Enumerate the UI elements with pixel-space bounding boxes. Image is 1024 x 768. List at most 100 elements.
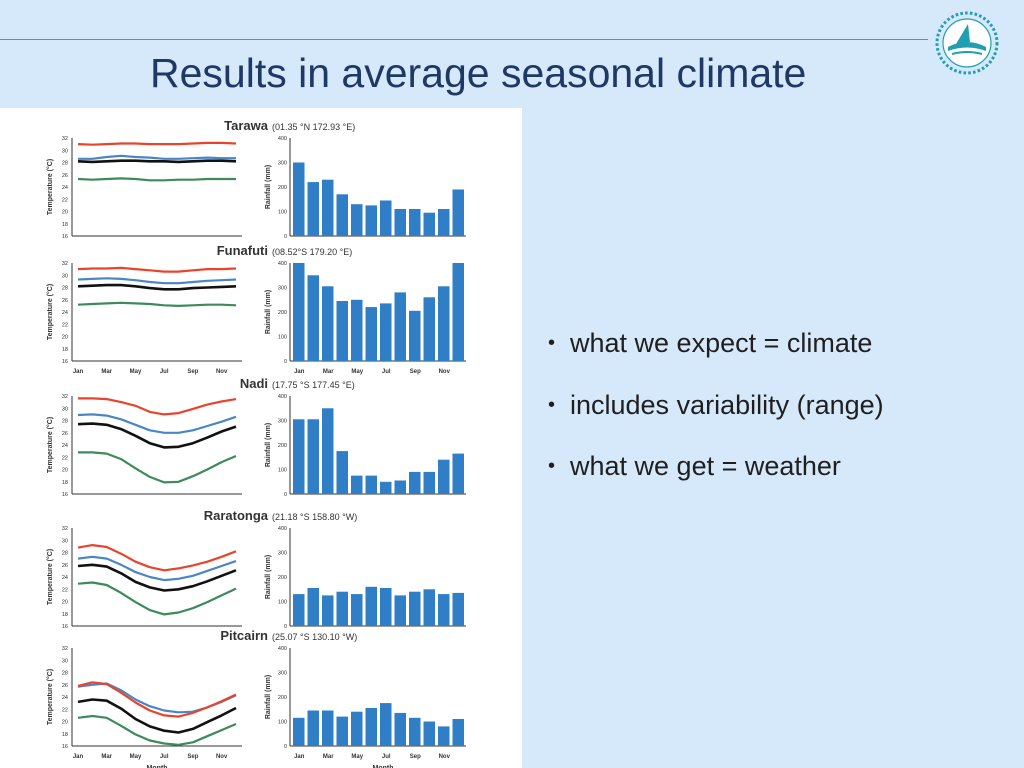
rain-axis-label: Rainfall (mm) xyxy=(265,290,272,334)
month-tick-label: Mar xyxy=(323,369,334,375)
month-tick-label: Mar xyxy=(101,754,112,760)
temp-tick-label: 30 xyxy=(62,273,68,279)
rain-bar xyxy=(336,591,348,626)
temp-tick-label: 28 xyxy=(62,551,68,557)
temp-tick-label: 32 xyxy=(62,526,68,532)
temp-tick-label: 28 xyxy=(62,161,68,167)
temp-axis-label: Temperature (°C) xyxy=(46,549,54,605)
rain-bar xyxy=(380,200,392,236)
temp-tick-label: 22 xyxy=(62,455,68,461)
rain-tick-label: 100 xyxy=(278,600,287,606)
rain-axis-label: Rainfall (mm) xyxy=(265,423,272,467)
month-tick-label: May xyxy=(351,754,363,760)
month-tick-label: May xyxy=(130,369,142,375)
month-tick-label: Jul xyxy=(160,754,169,760)
rain-bar xyxy=(293,717,305,746)
temp-min-line xyxy=(77,177,236,182)
rain-bar xyxy=(307,588,319,626)
rain-tick-label: 400 xyxy=(278,136,287,142)
temp-tick-label: 18 xyxy=(62,222,68,228)
rain-bar xyxy=(380,303,392,361)
rain-tick-label: 0 xyxy=(284,744,287,750)
temp-tick-label: 18 xyxy=(62,732,68,738)
temp-tick-label: 30 xyxy=(62,538,68,544)
temp-tick-label: 26 xyxy=(62,683,68,689)
temp-tick-label: 24 xyxy=(62,310,68,316)
rain-tick-label: 200 xyxy=(278,443,287,449)
rain-tick-label: 0 xyxy=(284,492,287,498)
station-name: Nadi xyxy=(240,376,268,391)
temp-tick-label: 16 xyxy=(62,359,68,365)
bullet-item: • includes variability (range) xyxy=(548,389,884,420)
temp-tick-label: 16 xyxy=(62,234,68,240)
month-tick-label: Jul xyxy=(160,369,169,375)
temp-axis-label: Temperature (°C) xyxy=(46,159,54,215)
temp-tick-label: 24 xyxy=(62,695,68,701)
rain-bar xyxy=(394,712,406,746)
rain-bar xyxy=(322,408,334,495)
bullet-item: • what we expect = climate xyxy=(548,328,873,358)
temp-tick-label: 26 xyxy=(62,431,68,437)
rain-bar xyxy=(322,710,334,746)
temp-tick-label: 18 xyxy=(62,612,68,618)
month-tick-label: Jul xyxy=(382,754,391,760)
temp-axis-label: Temperature (°C) xyxy=(46,417,54,473)
rain-bar xyxy=(336,451,348,494)
temp-max-line xyxy=(77,266,237,273)
station-name: Raratonga xyxy=(204,508,269,523)
month-tick-label: Sep xyxy=(187,754,198,760)
temp-min-line xyxy=(77,581,237,616)
temp-tick-label: 30 xyxy=(62,658,68,664)
station-name: Pitcairn xyxy=(220,628,268,643)
rain-bar xyxy=(409,310,421,361)
rain-bar xyxy=(293,263,305,361)
temp-tick-label: 30 xyxy=(62,148,68,154)
rain-tick-label: 400 xyxy=(278,261,287,267)
rain-tick-label: 300 xyxy=(278,419,287,425)
rain-tick-label: 300 xyxy=(278,551,287,557)
rain-bar xyxy=(365,586,377,626)
month-tick-label: Jul xyxy=(382,369,391,375)
temp-mean-line xyxy=(77,698,237,734)
temp-humid-line xyxy=(77,555,237,582)
rain-axis-label: Rainfall (mm) xyxy=(265,165,272,209)
temp-mean-line xyxy=(77,563,237,592)
rain-bar xyxy=(351,475,363,494)
temp-tick-label: 28 xyxy=(62,419,68,425)
rain-bar xyxy=(351,204,363,236)
rain-bar xyxy=(423,471,435,494)
rain-bar xyxy=(409,591,421,626)
rain-bar xyxy=(452,719,464,746)
rain-bar xyxy=(336,716,348,746)
month-tick-label: Nov xyxy=(439,369,451,375)
temp-axis-label: Temperature (°C) xyxy=(46,284,54,340)
temp-axis-label: Temperature (°C) xyxy=(46,669,54,725)
rain-bar xyxy=(365,205,377,236)
rain-bar xyxy=(394,209,406,236)
month-tick-label: Jan xyxy=(294,369,305,375)
rain-bar xyxy=(438,726,450,746)
rain-axis-label: Rainfall (mm) xyxy=(265,675,272,719)
month-tick-label: Sep xyxy=(410,754,421,760)
pacific-community-logo-icon xyxy=(935,11,999,75)
rain-bar xyxy=(293,594,305,626)
month-tick-label: Jan xyxy=(73,754,84,760)
rain-bar xyxy=(293,419,305,494)
rain-tick-label: 100 xyxy=(278,210,287,216)
temp-tick-label: 22 xyxy=(62,587,68,593)
rain-bar xyxy=(438,459,450,494)
rain-bar xyxy=(394,480,406,494)
temp-humid-line xyxy=(77,413,237,434)
month-tick-label: Jan xyxy=(294,754,305,760)
rain-bar xyxy=(322,179,334,236)
temp-tick-label: 22 xyxy=(62,707,68,713)
temp-tick-label: 28 xyxy=(62,286,68,292)
temp-max-line xyxy=(77,544,237,572)
rain-axis-label: Rainfall (mm) xyxy=(265,555,272,599)
station-coords: (01.35 °N 172.93 °E) xyxy=(272,122,355,132)
rain-bar xyxy=(423,589,435,627)
temp-tick-label: 16 xyxy=(62,492,68,498)
rain-tick-label: 200 xyxy=(278,695,287,701)
temp-max-line xyxy=(77,141,237,146)
temp-tick-label: 20 xyxy=(62,468,68,474)
